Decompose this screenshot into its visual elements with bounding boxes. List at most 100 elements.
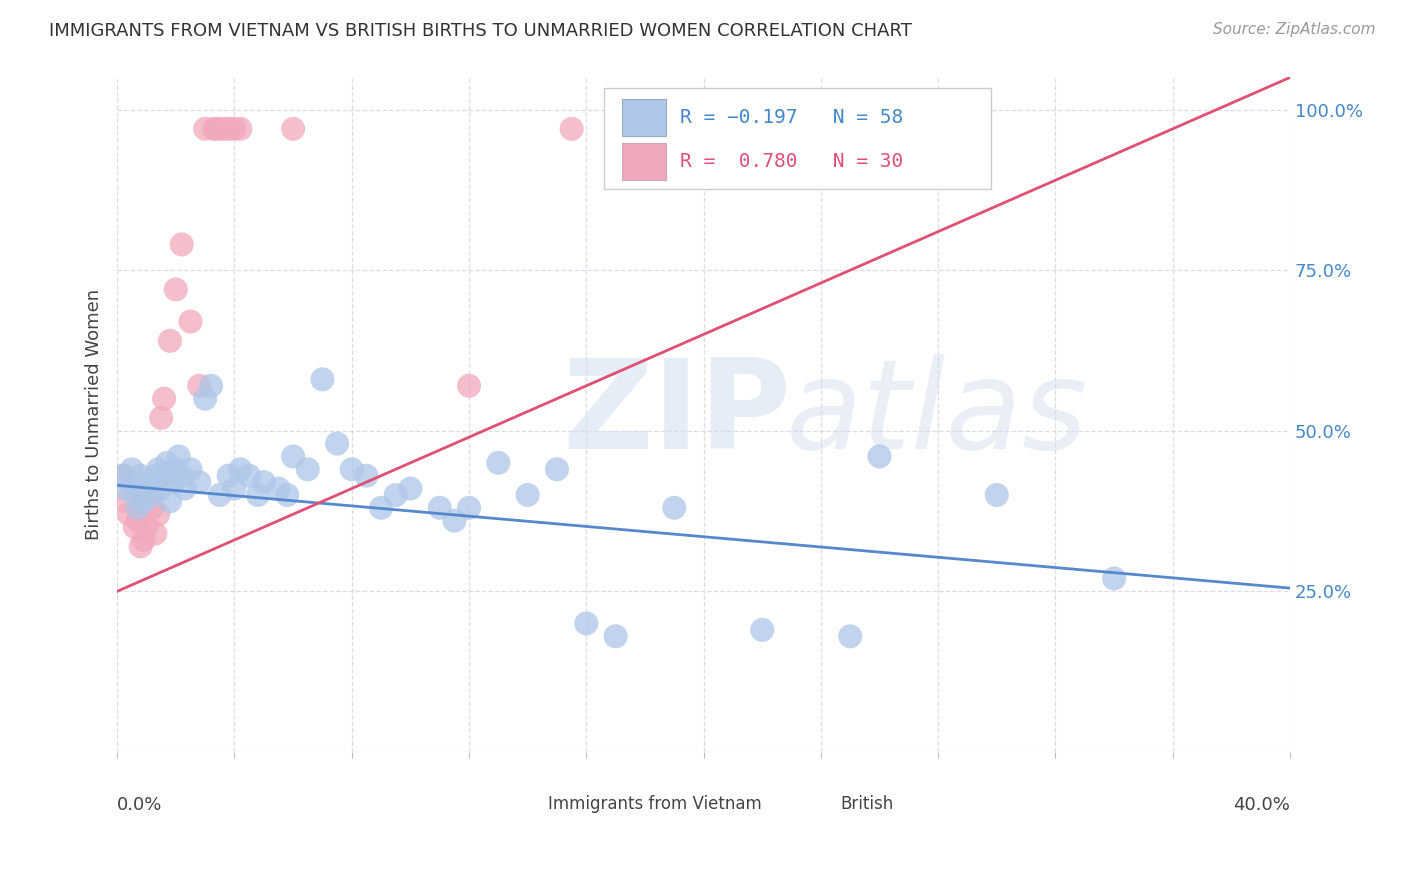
Point (721, 121, 744, 136)
Point (132, 494, 155, 508)
Point (281, 450, 304, 464)
Text: Immigrants from Vietnam: Immigrants from Vietnam (547, 795, 762, 813)
Point (138, 475, 160, 489)
Point (664, 500, 686, 515)
Point (135, 482, 157, 496)
Point (605, 629, 627, 643)
Point (238, 468, 260, 483)
Point (370, 500, 392, 515)
Point (384, 488, 406, 502)
Text: IMMIGRANTS FROM VIETNAM VS BRITISH BIRTHS TO UNMARRIED WOMEN CORRELATION CHART: IMMIGRANTS FROM VIETNAM VS BRITISH BIRTH… (49, 22, 912, 40)
Point (267, 482, 290, 496)
Point (129, 540, 152, 554)
Text: 0.0%: 0.0% (117, 796, 163, 814)
Point (115, 494, 138, 508)
Text: atlas: atlas (786, 354, 1088, 475)
FancyBboxPatch shape (505, 795, 537, 814)
Point (153, 392, 176, 406)
Point (561, 121, 583, 136)
FancyBboxPatch shape (621, 99, 666, 136)
Point (986, 488, 1008, 502)
Point (159, 494, 181, 508)
Y-axis label: Births to Unmarried Women: Births to Unmarried Women (86, 289, 103, 541)
Point (218, 121, 240, 136)
Point (121, 462, 143, 476)
Point (165, 462, 187, 476)
Point (326, 436, 349, 450)
Point (112, 468, 135, 483)
Point (148, 508, 170, 522)
Point (839, 629, 862, 643)
Point (124, 520, 146, 534)
Point (141, 500, 163, 515)
Point (311, 372, 333, 386)
Point (159, 334, 181, 348)
Point (115, 482, 138, 496)
Point (153, 468, 176, 483)
Point (869, 450, 891, 464)
Point (211, 121, 233, 136)
Point (692, 121, 714, 136)
Point (112, 468, 135, 483)
Point (188, 378, 211, 392)
Point (148, 462, 170, 476)
Point (340, 462, 363, 476)
Text: 40.0%: 40.0% (1233, 796, 1291, 814)
Point (218, 468, 240, 483)
Point (356, 468, 378, 483)
Point (141, 488, 163, 502)
Point (229, 462, 252, 476)
Point (516, 488, 538, 502)
Point (132, 533, 155, 547)
Text: ZIP: ZIP (562, 354, 792, 475)
Point (179, 314, 201, 328)
Point (170, 468, 193, 483)
Point (150, 482, 173, 496)
Point (281, 121, 304, 136)
FancyBboxPatch shape (605, 87, 991, 189)
Point (129, 468, 152, 483)
Point (224, 482, 246, 496)
Point (156, 456, 179, 470)
Point (202, 121, 225, 136)
Text: R =  0.780   N = 30: R = 0.780 N = 30 (681, 153, 904, 171)
Point (167, 450, 190, 464)
Point (135, 520, 157, 534)
Point (458, 500, 481, 515)
FancyBboxPatch shape (621, 144, 666, 180)
Point (188, 475, 211, 489)
Point (127, 514, 149, 528)
Point (546, 462, 568, 476)
Point (486, 456, 509, 470)
Point (224, 121, 246, 136)
Point (118, 508, 141, 522)
Point (276, 488, 298, 502)
Point (229, 121, 252, 136)
Point (162, 475, 184, 489)
Point (118, 475, 141, 489)
Point (458, 378, 481, 392)
FancyBboxPatch shape (797, 795, 831, 814)
Text: Source: ZipAtlas.com: Source: ZipAtlas.com (1212, 22, 1375, 37)
Point (143, 468, 166, 483)
Point (575, 616, 598, 631)
Point (179, 462, 201, 476)
Point (173, 482, 195, 496)
Point (194, 121, 217, 136)
Point (1102, 572, 1125, 586)
Point (208, 488, 231, 502)
Point (194, 392, 217, 406)
Point (127, 500, 149, 515)
Point (205, 121, 228, 136)
Point (246, 488, 269, 502)
Point (399, 482, 422, 496)
Point (443, 514, 465, 528)
Point (253, 475, 276, 489)
Text: British: British (841, 795, 894, 813)
Point (429, 500, 451, 515)
Point (200, 378, 222, 392)
Point (170, 237, 193, 252)
Point (297, 462, 319, 476)
Point (751, 623, 773, 637)
Point (124, 488, 146, 502)
